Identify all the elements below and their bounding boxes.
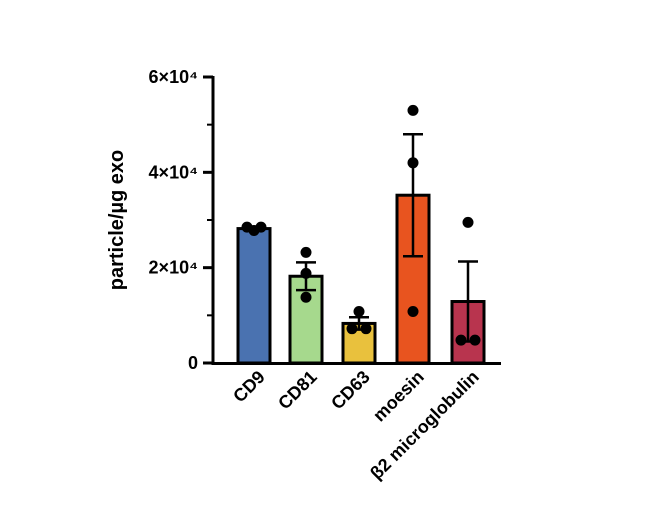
data-point xyxy=(346,323,358,335)
x-tick-label: CD63 xyxy=(327,367,374,414)
error-bars-layer xyxy=(244,132,478,343)
data-point xyxy=(462,216,474,228)
y-tick-label: 0 xyxy=(188,353,198,373)
data-point xyxy=(407,306,419,318)
points-layer xyxy=(241,104,481,346)
data-point xyxy=(407,157,419,169)
data-point xyxy=(469,334,481,346)
y-axis-label: particle/µg exo xyxy=(106,150,128,290)
bar-cd9 xyxy=(236,227,272,365)
x-tick-label: β2 microglobulin xyxy=(366,367,483,484)
y-tick-label: 2×10⁴ xyxy=(149,258,198,278)
data-point xyxy=(241,221,253,233)
y-tick-label: 6×10⁴ xyxy=(149,67,198,87)
y-ticks-layer: 0 2×10⁴ 4×10⁴ 6×10⁴ xyxy=(149,67,213,373)
data-point xyxy=(300,267,312,279)
y-tick-label: 4×10⁴ xyxy=(149,162,198,182)
data-point xyxy=(300,246,312,258)
data-point xyxy=(300,291,312,303)
data-point xyxy=(407,104,419,116)
x-tick-label: CD9 xyxy=(229,367,269,407)
data-point xyxy=(255,221,267,233)
data-point xyxy=(455,334,467,346)
x-tick-label: CD81 xyxy=(274,367,321,414)
bars-layer xyxy=(236,193,486,365)
data-point xyxy=(353,306,365,318)
data-point xyxy=(360,323,372,335)
